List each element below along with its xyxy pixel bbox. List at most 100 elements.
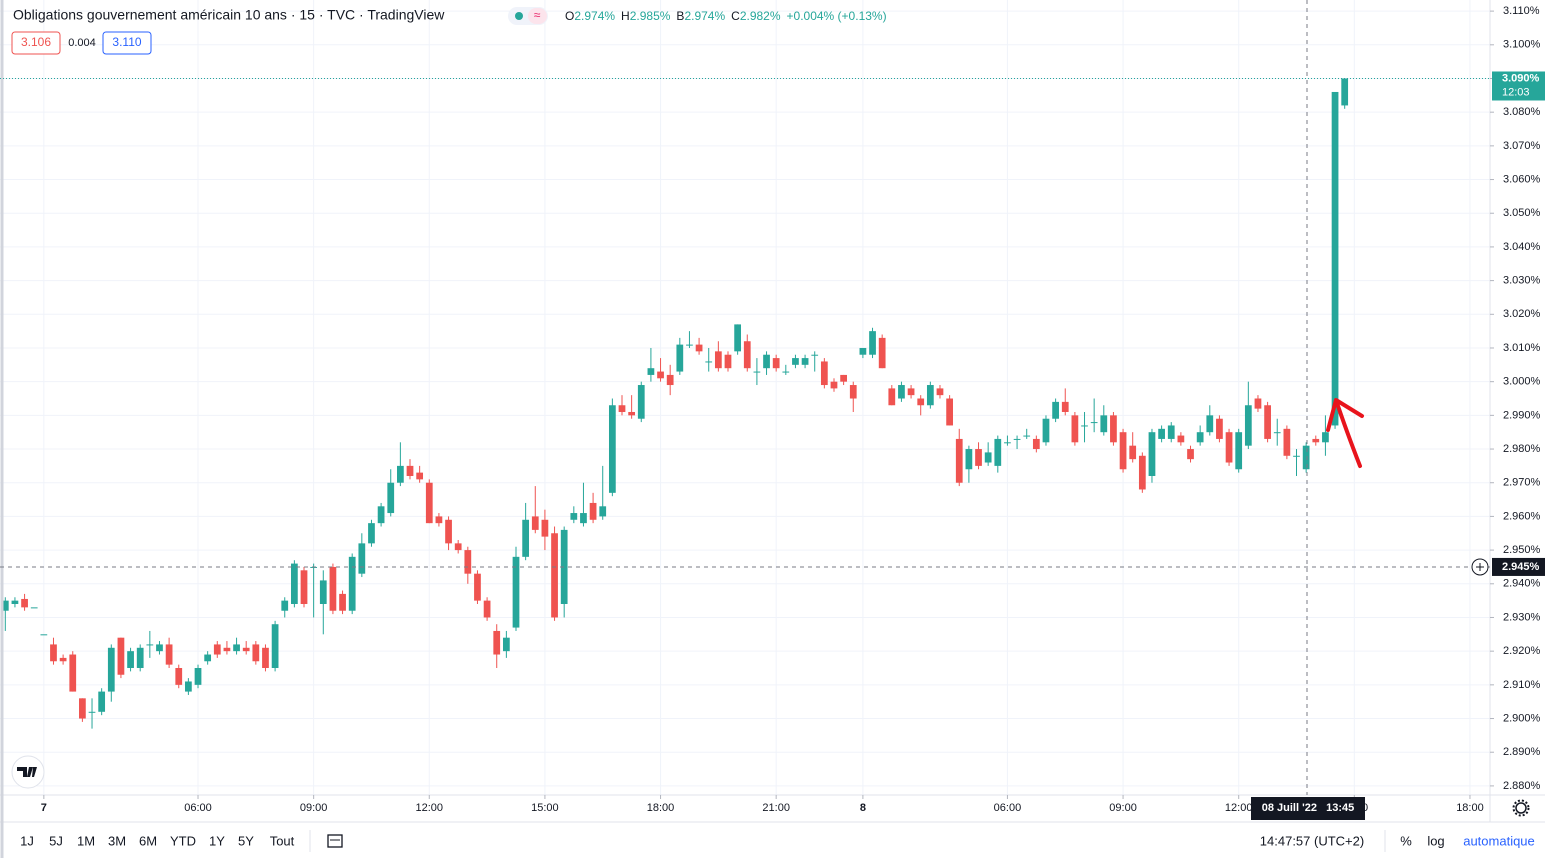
candle-body [1216, 418, 1223, 439]
range-button[interactable]: 3M [108, 833, 126, 848]
ohlc-legend: O2.974% H2.985% B2.974% C2.982% +0.004% (+0.… [565, 9, 887, 23]
ohlc-value: 2.974% [684, 9, 725, 23]
y-tick-label: 3.070% [1503, 140, 1541, 152]
candle-body [859, 347, 867, 355]
range-button[interactable]: 1Y [209, 833, 225, 848]
x-tick-label: 06:00 [994, 802, 1022, 814]
candle-body [1283, 428, 1291, 456]
candle-body [339, 593, 346, 611]
candle-body [387, 482, 395, 514]
annotation-arrow [1326, 398, 1364, 468]
candle-body [377, 506, 385, 524]
candle-body [878, 337, 886, 369]
spread: 0.004 [68, 37, 96, 49]
candle-body [512, 556, 520, 628]
calendar-icon[interactable] [327, 834, 343, 848]
candle-body [994, 438, 1002, 466]
range-button[interactable]: 5J [49, 833, 63, 848]
candle-body [753, 371, 761, 373]
candle-body [666, 374, 674, 386]
y-tick-label: 3.080% [1503, 106, 1541, 118]
candle-body [127, 651, 134, 669]
candle-body [1004, 442, 1011, 444]
candle-body [830, 381, 838, 389]
y-tick-label: 2.940% [1503, 578, 1541, 590]
candle-body [1119, 432, 1127, 470]
range-button[interactable]: 6M [139, 833, 157, 848]
candle-body [734, 324, 742, 352]
candle-body [637, 385, 645, 419]
candle-body [714, 351, 722, 369]
candle-body [917, 398, 925, 406]
y-tick-label: 2.930% [1503, 611, 1541, 623]
candle-body [1167, 425, 1175, 439]
candle-body [425, 482, 433, 524]
candle-body [1013, 438, 1021, 440]
candle-body [406, 465, 414, 476]
candle-body [1244, 405, 1252, 446]
candle-body [59, 657, 67, 662]
candle-body [242, 647, 250, 652]
candle-body [1322, 432, 1329, 443]
x-tick-label: 7 [41, 802, 47, 814]
candle-body [1148, 432, 1156, 476]
candle-body [1302, 445, 1310, 470]
auto-toggle[interactable]: automatique [1463, 833, 1535, 848]
range-button[interactable]: 5Y [238, 833, 254, 848]
range-button[interactable]: 1M [77, 833, 95, 848]
candle-body [570, 513, 578, 520]
candle-body [1331, 91, 1339, 426]
log-toggle[interactable]: log [1427, 833, 1444, 848]
candle-body [175, 668, 183, 685]
percent-toggle[interactable]: % [1400, 833, 1412, 848]
y-tick-label: 3.040% [1503, 241, 1541, 253]
candle-body [11, 600, 19, 604]
candle-body [223, 647, 231, 652]
candle-body [657, 371, 664, 379]
candle-body [1312, 438, 1320, 443]
candle-body [1273, 432, 1281, 434]
x-tick-label: 8 [860, 802, 866, 814]
last-price-label: 3.090% [1502, 72, 1540, 84]
candle-body [888, 388, 896, 406]
y-tick-label: 2.970% [1503, 477, 1541, 489]
y-tick-label: 3.030% [1503, 275, 1541, 287]
candle-body [156, 644, 163, 652]
y-tick-label: 2.890% [1503, 746, 1541, 758]
ohlc-label: O [565, 9, 574, 23]
range-button[interactable]: Tout [270, 833, 295, 848]
candle-body [1187, 449, 1194, 460]
candle-body [396, 465, 404, 483]
x-tick-label: 18:00 [647, 802, 675, 814]
y-tick-label: 3.010% [1503, 342, 1541, 354]
candle-body [50, 644, 57, 662]
range-button[interactable]: YTD [170, 833, 196, 848]
range-button[interactable]: 1J [20, 833, 34, 848]
candle-body [117, 637, 125, 675]
candle-body [580, 513, 587, 524]
toolbar: 1J 5J 1M 3M 6M YTD 1Y 5Y Tout [20, 833, 295, 848]
candle-body [1052, 401, 1059, 419]
candle-body [194, 668, 202, 685]
candle-body [1, 600, 9, 611]
y-tick-label: 3.000% [1503, 376, 1541, 388]
candle-body [213, 644, 221, 655]
candle-body [165, 644, 173, 665]
candle-body [98, 691, 106, 712]
candle-body [483, 600, 491, 618]
buy-price: 3.110 [112, 35, 141, 49]
candle-body [185, 681, 192, 692]
settings-icon[interactable] [1512, 799, 1530, 817]
sell-box: 3.106 [11, 31, 61, 55]
candle-body [946, 398, 953, 426]
candle-body [1071, 415, 1079, 443]
candle-body [1158, 428, 1165, 439]
y-tick-label: 2.950% [1503, 544, 1541, 556]
y-tick-label: 3.110% [1503, 5, 1540, 17]
candle-body [522, 519, 530, 557]
y-tick-label: 3.020% [1503, 308, 1541, 320]
candle-body [936, 388, 944, 396]
ohlc-label: B [676, 9, 684, 23]
candle-body [1225, 432, 1233, 463]
